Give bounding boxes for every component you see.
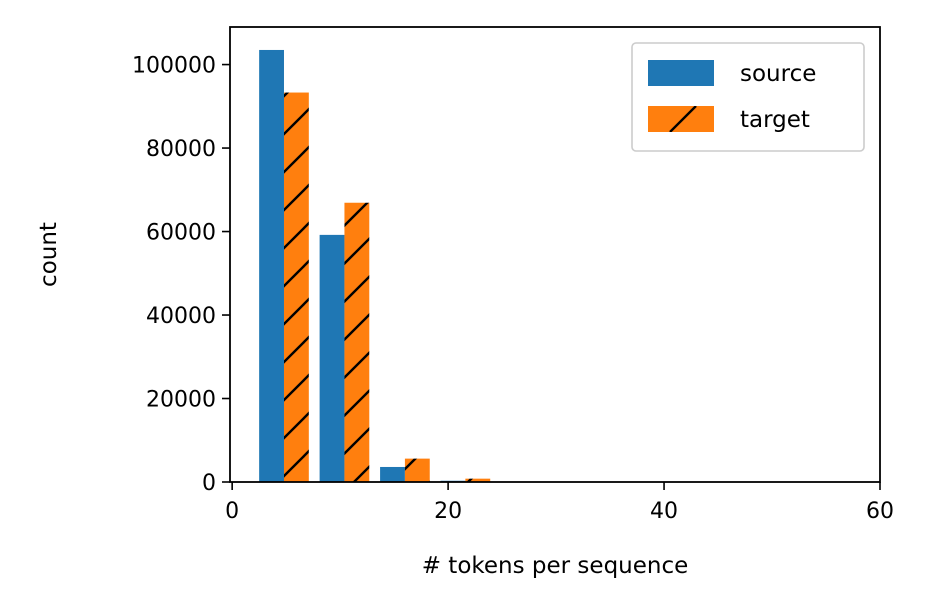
axes-layer: 0 20 40 60 0 20000 40000 60000 80000 100000 # toke… xyxy=(36,26,894,579)
target-bar-2 xyxy=(404,458,430,482)
x-tick-label-2: 40 xyxy=(650,499,678,524)
legend: source target xyxy=(631,42,865,152)
x-tick-label-0: 0 xyxy=(225,499,239,524)
y-tick-label-3: 60000 xyxy=(146,221,216,246)
source-bar-0 xyxy=(259,49,284,483)
legend-box xyxy=(631,42,865,152)
source-bar-1 xyxy=(319,234,345,482)
plot-frame xyxy=(229,26,881,483)
x-tick-label-1: 20 xyxy=(434,499,462,524)
y-tick-label-1: 20000 xyxy=(146,388,216,413)
y-axis-label: count xyxy=(36,222,62,287)
legend-swatch-target xyxy=(648,106,714,132)
bars-layer xyxy=(259,49,551,483)
y-tick-label-4: 80000 xyxy=(146,137,216,162)
y-tick-label-2: 40000 xyxy=(146,304,216,329)
legend-label-source: source xyxy=(740,61,816,87)
target-bar-0 xyxy=(283,92,309,483)
source-bar-2 xyxy=(380,466,405,482)
legend-swatch-source xyxy=(648,60,714,86)
target-bar-3 xyxy=(465,478,491,482)
y-tick-label-5: 100000 xyxy=(132,54,216,79)
x-tick-label-3: 60 xyxy=(866,499,894,524)
target-bar-1 xyxy=(344,202,370,482)
x-axis-label: # tokens per sequence xyxy=(422,553,689,579)
legend-label-target: target xyxy=(740,107,810,133)
y-tick-label-0: 0 xyxy=(202,471,216,496)
